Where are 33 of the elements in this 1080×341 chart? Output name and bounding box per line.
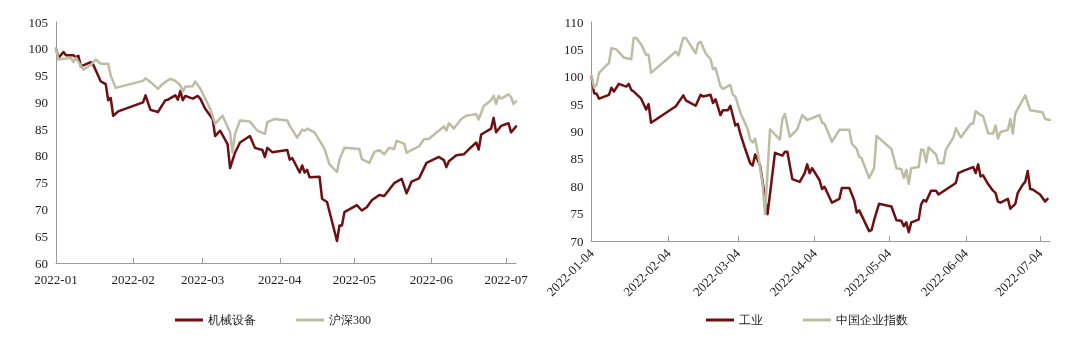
x-tick-label: 2022-05 bbox=[332, 272, 377, 287]
y-tick-label: 85 bbox=[570, 151, 584, 167]
y-tick-label: 80 bbox=[35, 148, 48, 164]
y-tick-label: 90 bbox=[570, 124, 584, 139]
y-tick-label: 70 bbox=[35, 201, 48, 217]
line-series bbox=[54, 47, 518, 174]
line-series bbox=[590, 36, 1052, 216]
y-tick-label: 95 bbox=[570, 96, 584, 112]
x-tick-label: 2022-04 bbox=[258, 272, 302, 287]
y-tick-label: 85 bbox=[35, 121, 48, 137]
x-tick-label: 2022-03 bbox=[181, 272, 225, 287]
x-tick-label: 2022-07 bbox=[484, 272, 529, 287]
y-tick-label: 110 bbox=[564, 14, 584, 30]
x-tick-label: 2022-02 bbox=[111, 272, 155, 287]
legend-label: 中国企业指数 bbox=[836, 313, 908, 327]
legend-label: 沪深300 bbox=[329, 313, 371, 327]
y-tick-label: 95 bbox=[35, 68, 48, 84]
y-tick-label: 70 bbox=[570, 233, 584, 249]
y-tick-label: 105 bbox=[564, 41, 584, 57]
y-tick-label: 105 bbox=[28, 14, 48, 30]
y-tick-label: 65 bbox=[35, 228, 48, 244]
y-tick-label: 60 bbox=[35, 255, 48, 271]
y-tick-label: 80 bbox=[570, 178, 584, 194]
x-tick-label: 2022-06 bbox=[409, 272, 454, 287]
x-tick-label: 2022-01 bbox=[34, 272, 78, 287]
legend-label: 工业 bbox=[739, 313, 763, 327]
y-tick-label: 75 bbox=[35, 175, 48, 191]
y-tick-label: 100 bbox=[564, 69, 584, 85]
legend-label: 机械设备 bbox=[208, 313, 256, 327]
line-series bbox=[590, 75, 1049, 234]
y-tick-label: 75 bbox=[570, 206, 584, 222]
y-tick-label: 90 bbox=[35, 94, 48, 110]
y-tick-label: 100 bbox=[28, 41, 48, 57]
